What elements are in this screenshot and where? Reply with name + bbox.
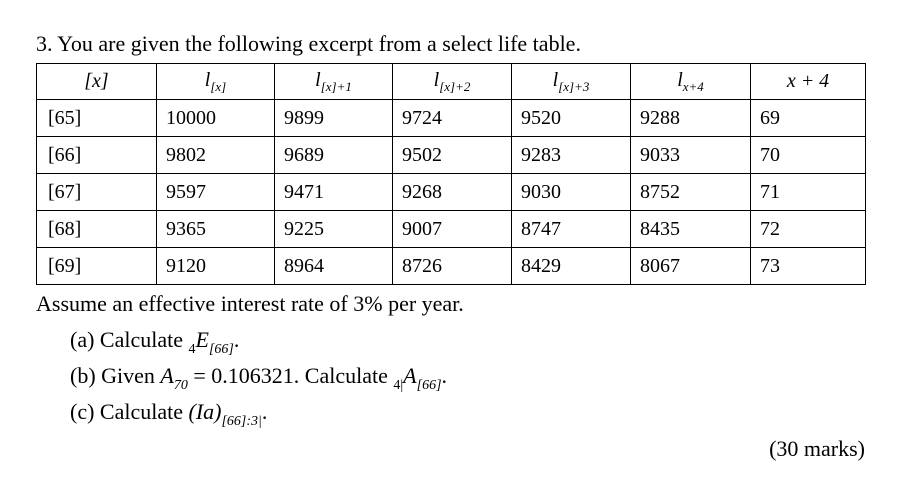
marks-label: (30 marks) (769, 436, 865, 461)
part-a: (a) Calculate 4E[66]. (70, 327, 240, 357)
table-cell: 8747 (511, 210, 631, 248)
header-l-x: l[x] (156, 63, 275, 100)
table-header-row: [x] l[x] l[x]+1 l[x]+2 l[x]+3 lx+4 x + 4 (36, 63, 866, 100)
table-cell: 71 (750, 173, 866, 211)
part-c: (c) Calculate (Ia)[66]:3|. (70, 399, 268, 429)
select-life-table: [x] l[x] l[x]+1 l[x]+2 l[x]+3 lx+4 x + 4… (36, 63, 866, 285)
table-cell: 9502 (392, 136, 512, 174)
table-cell: 9689 (274, 136, 393, 174)
table-row: [68] 9365 9225 9007 8747 8435 72 (36, 210, 866, 248)
table-cell: 10000 (156, 99, 275, 137)
table-cell: 72 (750, 210, 866, 248)
part-b-symbol-1: A (160, 363, 174, 388)
table-cell: 9899 (274, 99, 393, 137)
table-cell: 9225 (274, 210, 393, 248)
header-l-x1: l[x]+1 (274, 63, 393, 100)
table-cell: 9030 (511, 173, 631, 211)
part-b-label: (b) Given (70, 363, 155, 388)
table-cell: [65] (36, 99, 157, 137)
table-cell: 70 (750, 136, 866, 174)
header-x: [x] (36, 63, 157, 100)
table-cell: 8752 (630, 173, 751, 211)
table-cell: 9724 (392, 99, 512, 137)
table-cell: 8429 (511, 247, 631, 285)
table-cell: 69 (750, 99, 866, 137)
table-cell: 9802 (156, 136, 275, 174)
table-cell: 8726 (392, 247, 512, 285)
table-cell: 9520 (511, 99, 631, 137)
table-cell: [69] (36, 247, 157, 285)
table-cell: 73 (750, 247, 866, 285)
table-cell: [67] (36, 173, 157, 211)
header-x-plus-4: x + 4 (750, 63, 866, 100)
table-cell: 8067 (630, 247, 751, 285)
table-cell: 9268 (392, 173, 512, 211)
part-b-prefix: 4| (393, 378, 404, 393)
question-title: 3. You are given the following excerpt f… (36, 31, 581, 56)
part-a-subscript: [66] (208, 342, 234, 357)
table-cell: 9283 (511, 136, 631, 174)
table-row: [69] 9120 8964 8726 8429 8067 73 (36, 247, 866, 285)
header-l-x3: l[x]+3 (511, 63, 631, 100)
part-b-subscript-1: 70 (173, 378, 188, 393)
table-cell: [68] (36, 210, 157, 248)
part-a-prefix: 4 (188, 342, 196, 357)
table-row: [67] 9597 9471 9268 9030 8752 71 (36, 173, 866, 211)
part-b-equation: = 0.106321. Calculate (187, 363, 388, 388)
part-a-label: (a) Calculate (70, 327, 183, 352)
table-row: [66] 9802 9689 9502 9283 9033 70 (36, 136, 866, 174)
table-cell: [66] (36, 136, 157, 174)
table-cell: 8964 (274, 247, 393, 285)
part-b-symbol: A (403, 363, 417, 388)
table-cell: 9597 (156, 173, 275, 211)
interest-assumption: Assume an effective interest rate of 3% … (36, 291, 464, 316)
part-c-subscript: [66]:3 (221, 414, 259, 429)
table-cell: 9288 (630, 99, 751, 137)
table-cell: 9365 (156, 210, 275, 248)
part-c-symbol: (Ia) (188, 399, 222, 424)
part-a-symbol: E (195, 327, 209, 352)
part-b-subscript: [66] (416, 378, 442, 393)
header-l-x4: lx+4 (630, 63, 751, 100)
table-cell: 9120 (156, 247, 275, 285)
table-row: [65] 10000 9899 9724 9520 9288 69 (36, 99, 866, 137)
part-c-label: (c) Calculate (70, 399, 183, 424)
table-cell: 9033 (630, 136, 751, 174)
table-cell: 9471 (274, 173, 393, 211)
part-b: (b) Given A70 = 0.106321. Calculate 4|A[… (70, 363, 448, 393)
table-cell: 9007 (392, 210, 512, 248)
header-l-x2: l[x]+2 (392, 63, 512, 100)
table-cell: 8435 (630, 210, 751, 248)
